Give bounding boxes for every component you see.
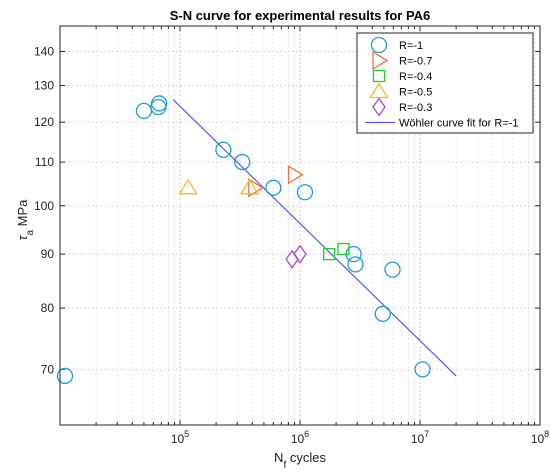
data-point (178, 178, 198, 195)
legend-label: R=-0.3 (399, 102, 432, 114)
y-tick-label: 120 (34, 115, 54, 129)
legend-label: R=-0.5 (399, 87, 432, 99)
grid-lines (60, 26, 540, 425)
legend-box (356, 32, 534, 134)
data-point (265, 179, 282, 196)
data-point (323, 247, 336, 261)
data-point (374, 305, 391, 323)
plot-frame (59, 25, 541, 426)
legend-marker (370, 36, 388, 54)
legend-label: R=-1 (399, 40, 423, 52)
y-tick-label: 140 (34, 44, 54, 58)
data-point (248, 178, 265, 198)
fit-line-layer (172, 99, 457, 377)
x-tick-label: 108 (531, 429, 549, 446)
data-point (150, 95, 168, 112)
y-tick-label: 90 (41, 247, 55, 261)
data-point (287, 165, 304, 185)
legend-marker (372, 69, 386, 83)
legend-label: R=-0.4 (399, 71, 432, 83)
data-points-layer (56, 95, 431, 385)
y-tick-label: 110 (35, 155, 54, 169)
data-point (296, 184, 314, 201)
y-tick-label: 130 (34, 78, 54, 92)
x-tick-label: 105 (171, 429, 189, 446)
y-tick-label: 100 (34, 199, 54, 213)
x-tick-label: 106 (291, 429, 309, 446)
x-tick-labels: 105 106 107 108 (171, 429, 549, 446)
data-point (337, 242, 350, 256)
data-point (384, 261, 401, 278)
y-tick-label: 80 (41, 301, 55, 315)
legend-marker (372, 97, 386, 117)
fit-line (172, 99, 457, 377)
legend-label: R=-0.7 (399, 56, 432, 68)
data-point (234, 153, 251, 171)
data-point (215, 141, 232, 158)
y-axis-label: τa MPa (15, 199, 36, 241)
data-point (293, 244, 307, 264)
legend-label: Wöhler curve fit for R=-1 (399, 118, 519, 130)
x-axis-label: Nf cycles (274, 450, 326, 471)
data-point (239, 178, 260, 195)
legend-marker (372, 50, 389, 71)
y-tick-label: 70 (41, 362, 55, 376)
chart-title: S-N curve for experimental results for P… (170, 8, 431, 23)
data-point (347, 256, 364, 273)
data-point (56, 367, 74, 385)
y-tick-labels: 70 80 90 100 110 120 130 140 (34, 44, 54, 376)
x-tick-label: 107 (411, 429, 429, 446)
data-point (414, 361, 431, 378)
legend: R=-1 R=-0.7 R=-0.4 R=-0.5 R=-0.3 Wöhler curve… (356, 32, 534, 134)
